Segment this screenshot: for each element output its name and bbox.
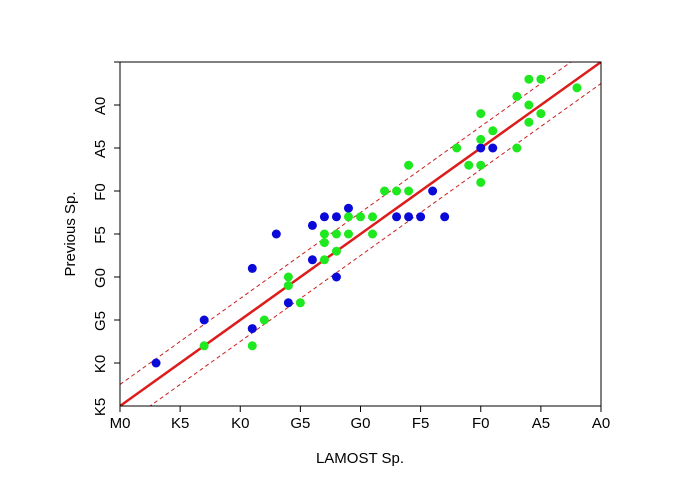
data-points — [151, 74, 582, 368]
series-1-point-4 — [283, 272, 293, 282]
series-0-point-11 — [343, 203, 353, 213]
series-0-point-12 — [392, 212, 402, 222]
x-tick-label-1: K5 — [171, 415, 189, 432]
y-axis-title: Previous Sp. — [62, 191, 79, 276]
x-tick-label-2: K0 — [231, 415, 249, 432]
series-1-point-25 — [476, 109, 486, 119]
y-tick-label-0: K5 — [92, 398, 109, 416]
y-axis: K5 K0 G5 G0 F5 F0 A5 A0 — [92, 61, 120, 416]
series-1-point-32 — [536, 74, 546, 84]
series-1-point-29 — [524, 74, 534, 84]
series-1-point-17 — [392, 186, 402, 196]
series-0-point-14 — [416, 212, 426, 222]
series-1-point-34 — [572, 83, 582, 93]
series-1-point-20 — [452, 143, 462, 153]
series-1-point-13 — [356, 212, 365, 222]
series-0-point-8 — [319, 212, 329, 222]
series-1-point-27 — [512, 143, 522, 153]
series-1-point-21 — [464, 160, 474, 170]
series-1-point-23 — [476, 160, 486, 170]
y-tick-label-6: A5 — [92, 140, 109, 158]
series-1-point-12 — [343, 212, 353, 222]
x-tick-label-7: A5 — [532, 415, 550, 432]
series-1-point-19 — [404, 160, 414, 170]
series-0-point-7 — [307, 220, 317, 230]
series-1-point-9 — [331, 246, 341, 256]
series-1-point-28 — [512, 91, 522, 101]
x-tick-label-8: A0 — [592, 415, 610, 432]
series-1-point-1 — [247, 341, 257, 351]
series-0-point-6 — [307, 255, 317, 265]
series-1-point-26 — [488, 126, 498, 136]
y-tick-label-5: F0 — [92, 183, 109, 201]
series-1-point-22 — [476, 177, 486, 187]
series-1-point-7 — [319, 238, 329, 248]
y-tick-label-3: G0 — [92, 268, 109, 288]
series-0-point-13 — [404, 212, 414, 222]
series-1-point-18 — [404, 186, 414, 196]
x-tick-label-3: G5 — [290, 415, 310, 432]
series-0-point-5 — [283, 298, 293, 308]
series-1-point-8 — [319, 229, 329, 239]
offset-line-2 — [149, 83, 601, 406]
x-tick-label-5: F5 — [412, 415, 430, 432]
series-1-point-5 — [295, 298, 305, 308]
x-axis-title: LAMOST Sp. — [316, 450, 404, 467]
series-0-point-0 — [151, 358, 161, 368]
series-0-point-9 — [331, 212, 341, 222]
series-0-point-4 — [271, 229, 281, 239]
series-0-point-16 — [440, 212, 450, 222]
fit-line — [120, 62, 601, 406]
series-1-point-14 — [368, 212, 378, 222]
series-1-point-6 — [319, 255, 329, 265]
series-0-point-3 — [247, 263, 257, 273]
series-1-point-2 — [259, 315, 269, 325]
series-0-point-18 — [488, 143, 498, 153]
series-0-point-17 — [476, 143, 486, 153]
y-tick-label-7: A0 — [92, 97, 109, 115]
reference-lines — [120, 62, 601, 406]
series-0-point-15 — [428, 186, 438, 196]
y-tick-label-1: K0 — [92, 355, 109, 373]
y-tick-label-2: G5 — [92, 311, 109, 331]
series-1-point-15 — [368, 229, 378, 239]
series-1-point-10 — [331, 229, 341, 239]
series-1-point-24 — [476, 134, 486, 144]
series-1-point-11 — [343, 229, 353, 239]
series-1-point-33 — [536, 109, 546, 119]
x-axis: M0 K5 K0 G5 G0 F5 F0 A5 A0 — [110, 406, 610, 432]
x-tick-label-4: G0 — [350, 415, 370, 432]
series-0-point-1 — [199, 315, 209, 325]
series-1-point-3 — [283, 281, 293, 291]
y-tick-label-4: F5 — [92, 226, 109, 244]
series-0-point-2 — [247, 324, 257, 334]
series-1-point-30 — [524, 117, 534, 127]
x-tick-label-0: M0 — [110, 415, 131, 432]
series-1-point-0 — [199, 341, 209, 351]
series-1-point-16 — [380, 186, 390, 196]
series-0-point-10 — [331, 272, 341, 282]
x-tick-label-6: F0 — [472, 415, 490, 432]
series-1-point-31 — [524, 100, 534, 110]
